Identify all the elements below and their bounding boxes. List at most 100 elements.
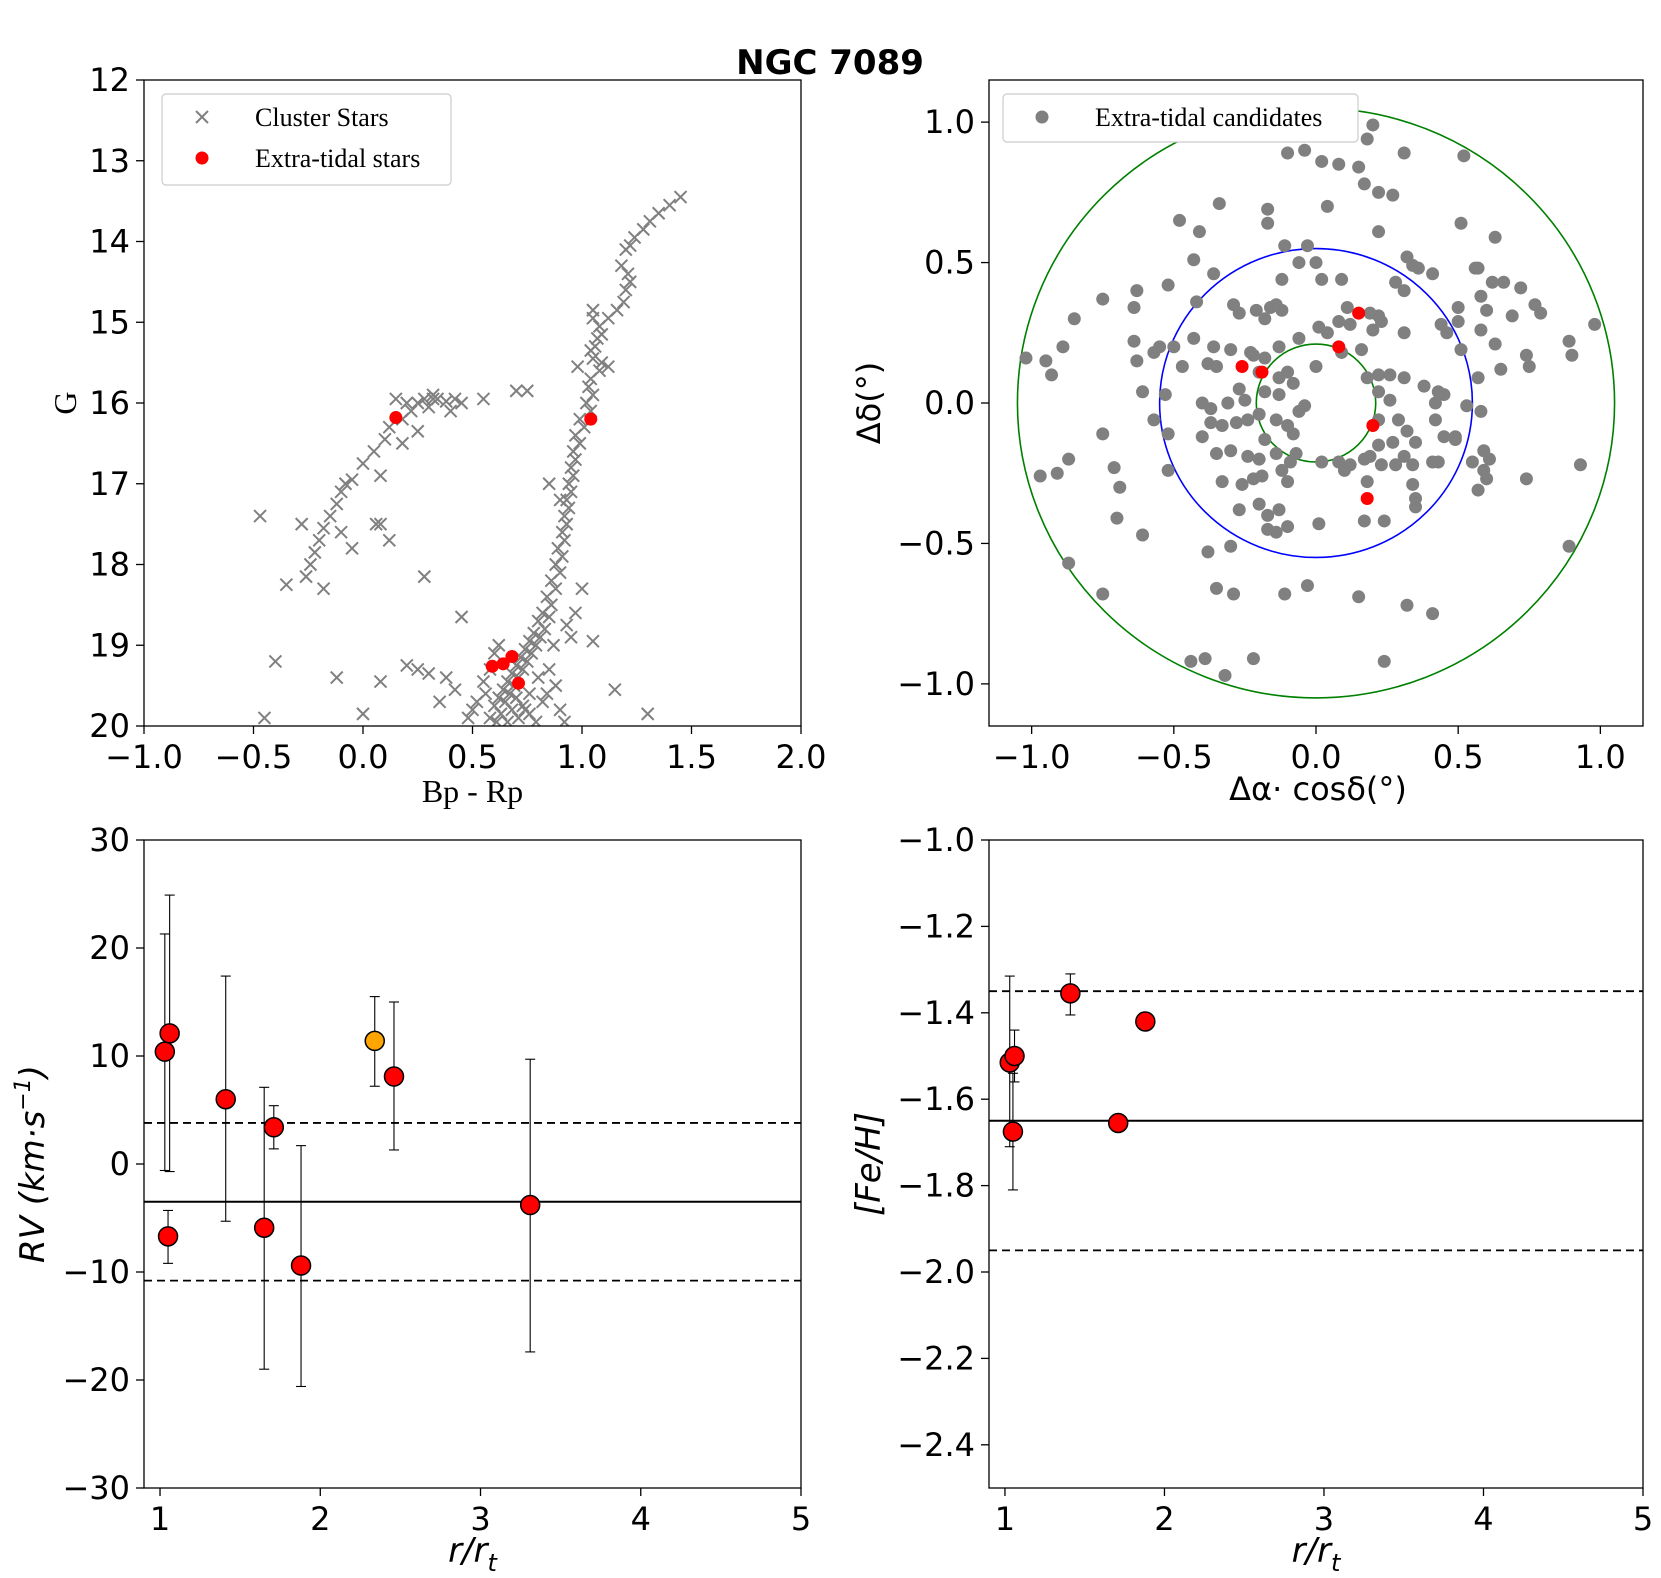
y-tick-label: −1.8 (897, 1167, 975, 1205)
candidate-point (1366, 118, 1380, 132)
cluster-star-marker (498, 695, 513, 709)
candidate-point (1232, 503, 1246, 517)
cluster-star-marker (601, 359, 615, 374)
cluster-star-marker (511, 711, 526, 725)
data-point (1004, 1045, 1025, 1067)
candidate-point (1497, 275, 1511, 289)
candidate-point (1062, 452, 1076, 466)
candidate-point (1281, 146, 1295, 160)
cluster-star-marker (608, 682, 622, 697)
y-tick-label: −1.6 (897, 1080, 975, 1118)
cluster-star-marker (540, 590, 554, 604)
data-point (159, 1023, 180, 1044)
cluster-star-marker (662, 198, 677, 212)
cluster-star-marker (640, 707, 655, 721)
data-point (263, 1117, 285, 1138)
x-tick-label: 3 (470, 1500, 490, 1538)
candidate-point (1428, 413, 1442, 427)
legend-marker-candidates (1035, 110, 1049, 124)
cluster-star-marker (529, 638, 543, 652)
data-point (154, 1041, 176, 1062)
cluster-star-marker (483, 711, 497, 725)
candidate-point (1278, 587, 1292, 601)
data-point (1060, 983, 1081, 1004)
candidate-point (1374, 458, 1388, 472)
cluster-star-marker (373, 674, 388, 689)
cluster-star-marker (500, 674, 515, 689)
candidate-point (1050, 466, 1064, 480)
cluster-star-marker (520, 654, 534, 669)
candidate-point (1354, 343, 1368, 357)
cluster-star-marker (553, 703, 567, 717)
cluster-star-marker (417, 569, 432, 584)
legend-label-candidates: Extra-tidal candidates (1095, 103, 1322, 132)
candidate-point (1269, 525, 1283, 539)
candidate-point (1431, 455, 1445, 469)
candidate-point (1096, 292, 1110, 306)
cluster-star-marker (411, 424, 425, 438)
candidate-point (1357, 514, 1371, 528)
cluster-star-marker (356, 456, 370, 471)
y-tick-label: −10 (62, 1253, 130, 1291)
candidate-point (1195, 430, 1209, 444)
candidate-point (1494, 362, 1508, 376)
data-point (383, 1066, 405, 1087)
candidate-point (1465, 455, 1479, 469)
y-tick-label: 15 (89, 303, 130, 341)
cluster-star-marker (575, 582, 589, 596)
extra-tidal-star-point (1235, 359, 1249, 373)
candidate-point (1045, 368, 1059, 382)
candidate-point (1289, 447, 1303, 461)
candidate-point (1417, 379, 1431, 393)
cluster-star-marker (367, 444, 381, 459)
candidate-point (1238, 393, 1252, 407)
y-tick-label: −30 (62, 1469, 130, 1507)
x-tick-label: 1.5 (666, 738, 717, 776)
candidate-point (1272, 340, 1286, 354)
candidate-point (1229, 416, 1243, 430)
cluster-star-marker (448, 392, 462, 406)
cluster-star-marker (356, 707, 370, 721)
cluster-star-marker (555, 525, 569, 539)
cluster-star-marker (369, 517, 383, 531)
candidate-point (1207, 267, 1221, 281)
candidate-point (1062, 556, 1076, 570)
y-tick-label: −20 (62, 1361, 130, 1399)
cluster-star-marker (400, 658, 414, 673)
cluster-star-marker (492, 638, 506, 652)
candidate-point (1161, 427, 1175, 441)
candidate-point (1113, 480, 1127, 494)
cluster-star-marker (461, 711, 475, 725)
candidate-point (1480, 303, 1494, 317)
candidate-point (1377, 654, 1391, 668)
candidate-point (1352, 160, 1366, 174)
candidate-point (1343, 317, 1357, 331)
cluster-star-marker (568, 428, 583, 443)
data-point (519, 1194, 541, 1216)
cluster-star-marker (546, 638, 561, 652)
candidate-point (1175, 359, 1189, 373)
candidate-point (1448, 433, 1462, 447)
cluster-star-marker (496, 682, 510, 697)
y-tick-label: 30 (89, 821, 130, 859)
x-tick-label: 2.0 (776, 738, 827, 776)
cluster-star-marker (559, 517, 574, 531)
cluster-star-marker (573, 412, 587, 426)
y-tick-label: 12 (89, 61, 130, 99)
candidate-point (1167, 340, 1181, 354)
candidate-point (1161, 278, 1175, 292)
candidate-point (1130, 354, 1144, 368)
y-tick-label: 0.0 (924, 384, 975, 422)
candidate-point (1482, 452, 1496, 466)
candidate-point (1215, 475, 1229, 489)
data-point (364, 1030, 386, 1052)
candidate-point (1488, 230, 1502, 244)
legend-marker-extra-tidal (195, 151, 209, 165)
cluster-star-marker (581, 380, 596, 394)
cluster-star-marker (555, 549, 569, 564)
candidate-point (1372, 385, 1386, 399)
candidate-point (1184, 654, 1198, 668)
cluster-star-marker (579, 396, 594, 410)
candidate-point (1397, 449, 1411, 463)
cluster-star-marker (373, 517, 388, 531)
